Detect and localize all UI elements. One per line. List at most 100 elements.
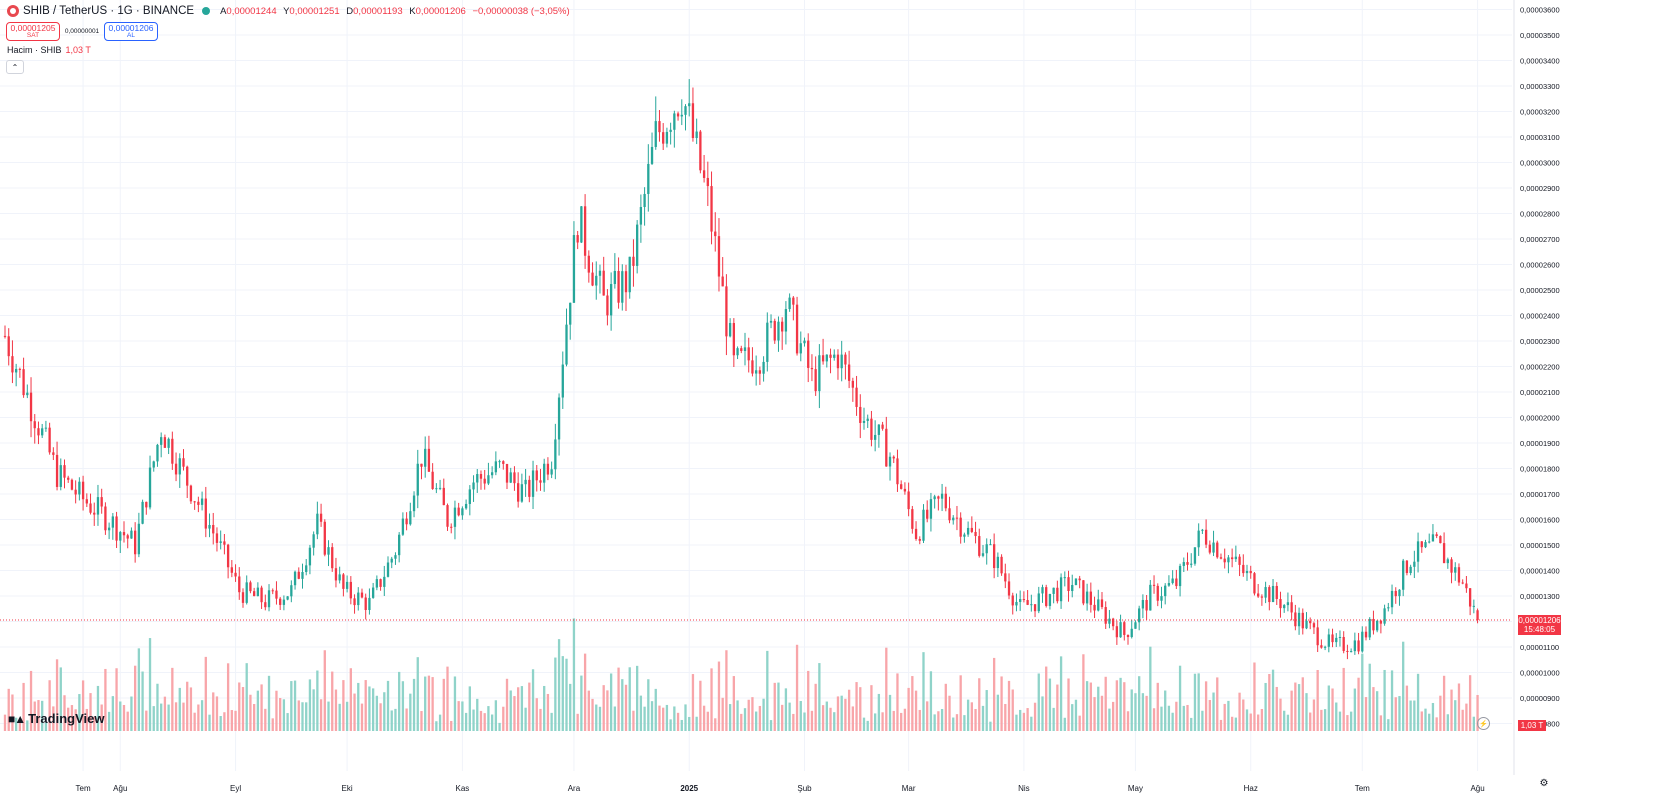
buy-button[interactable]: 0,00001206 AL bbox=[104, 22, 158, 41]
candle-body bbox=[1390, 590, 1394, 608]
candle-body bbox=[699, 131, 702, 171]
volume-bar bbox=[1152, 708, 1156, 731]
candle-body bbox=[1238, 556, 1241, 565]
volume-bar bbox=[48, 680, 51, 731]
candle-body bbox=[821, 355, 825, 362]
candle-body bbox=[1026, 600, 1029, 605]
price-tick-label: 0,00002100 bbox=[1520, 388, 1560, 397]
volume-bar bbox=[1164, 690, 1167, 731]
volume-bar bbox=[978, 678, 981, 731]
gear-icon[interactable]: ⚙ bbox=[1539, 778, 1549, 789]
candle-body bbox=[1156, 585, 1159, 601]
time-tick-label: Eyl bbox=[230, 784, 241, 793]
volume-bar bbox=[1230, 716, 1234, 731]
volume-legend[interactable]: Hacim · SHIB 1,03 T bbox=[7, 45, 91, 55]
candle-body bbox=[732, 323, 735, 356]
candle-body bbox=[264, 602, 267, 608]
last-price-value: 0,00001206 bbox=[1518, 615, 1561, 625]
volume-bar bbox=[1082, 654, 1085, 731]
candle-body bbox=[1138, 608, 1141, 623]
volume-bar bbox=[546, 693, 550, 731]
volume-bar bbox=[360, 703, 364, 731]
volume-bar bbox=[1257, 714, 1260, 731]
volume-bar bbox=[431, 677, 434, 731]
volume-bar bbox=[208, 714, 211, 731]
volume-bar bbox=[345, 701, 349, 731]
volume-legend-name: Hacim · SHIB bbox=[7, 45, 62, 55]
candle-body bbox=[1104, 607, 1107, 624]
volume-bar bbox=[955, 714, 959, 731]
candle-body bbox=[379, 579, 382, 587]
volume-bar bbox=[461, 701, 464, 731]
candle-body bbox=[137, 523, 141, 555]
volume-bar bbox=[1413, 700, 1416, 731]
volume-bar bbox=[1193, 673, 1197, 731]
collapse-legend-button[interactable]: ⌃ bbox=[6, 60, 24, 74]
sell-button[interactable]: 0,00001205 SAT bbox=[6, 22, 60, 41]
volume-bar bbox=[260, 684, 263, 731]
volume-bar bbox=[479, 710, 483, 731]
candle-body bbox=[70, 479, 74, 490]
volume-bar bbox=[22, 682, 25, 731]
candle-body bbox=[1115, 626, 1119, 638]
candle-body bbox=[654, 121, 657, 147]
volume-bar bbox=[267, 675, 271, 731]
volume-bar bbox=[1338, 711, 1342, 731]
candle-body bbox=[204, 498, 207, 529]
volume-bar bbox=[279, 698, 282, 731]
volume-bar bbox=[903, 708, 907, 731]
lightning-icon[interactable]: ⚡ bbox=[1477, 717, 1490, 730]
candle-body bbox=[855, 387, 858, 407]
volume-bar bbox=[981, 705, 985, 731]
volume-bar bbox=[818, 663, 821, 731]
candle-body bbox=[1111, 618, 1115, 627]
volume-bar bbox=[840, 695, 843, 731]
volume-bar bbox=[74, 709, 77, 731]
volume-bar bbox=[379, 703, 382, 731]
candle-body bbox=[948, 508, 951, 521]
volume-bar bbox=[215, 696, 219, 731]
price-tick-label: 0,00002400 bbox=[1520, 312, 1560, 321]
volume-bar bbox=[331, 671, 334, 731]
symbol-title[interactable]: SHIB / TetherUS · 1G · BINANCE bbox=[23, 5, 195, 17]
volume-bar bbox=[1204, 681, 1208, 731]
candle-body bbox=[952, 517, 955, 521]
tradingview-logo[interactable]: ■▲ TradingView bbox=[8, 711, 104, 726]
volume-bar bbox=[587, 690, 590, 731]
volume-bar bbox=[282, 699, 286, 731]
volume-bar bbox=[119, 701, 122, 731]
candle-body bbox=[1372, 618, 1375, 631]
volume-bar bbox=[1182, 705, 1185, 731]
candle-body bbox=[1387, 607, 1390, 609]
candle-body bbox=[1249, 571, 1252, 574]
volume-bar bbox=[464, 712, 468, 731]
volume-bar bbox=[1052, 707, 1055, 731]
volume-bar bbox=[662, 707, 665, 731]
volume-bar bbox=[405, 708, 408, 731]
candle-body bbox=[52, 452, 55, 455]
volume-bar bbox=[881, 712, 884, 731]
candle-body bbox=[1476, 610, 1479, 620]
candle-body bbox=[1022, 599, 1026, 601]
volume-bar bbox=[171, 667, 174, 731]
volume-bar bbox=[424, 676, 427, 731]
candle-body bbox=[706, 177, 709, 187]
candle-body bbox=[632, 256, 635, 266]
candle-body bbox=[807, 340, 810, 368]
volume-bar bbox=[613, 706, 617, 731]
volume-bar bbox=[96, 685, 100, 731]
volume-bar bbox=[572, 618, 576, 731]
volume-bar bbox=[751, 697, 754, 731]
volume-bar bbox=[684, 704, 687, 731]
candle-body bbox=[621, 271, 624, 303]
candle-body bbox=[992, 544, 996, 569]
volume-bar bbox=[792, 713, 795, 731]
candle-body bbox=[331, 547, 334, 569]
candle-body bbox=[1178, 565, 1182, 587]
candle-body bbox=[1033, 604, 1037, 612]
time-tick-label: Eki bbox=[342, 784, 353, 793]
volume-bar bbox=[89, 693, 92, 731]
volume-bar bbox=[1134, 693, 1137, 731]
